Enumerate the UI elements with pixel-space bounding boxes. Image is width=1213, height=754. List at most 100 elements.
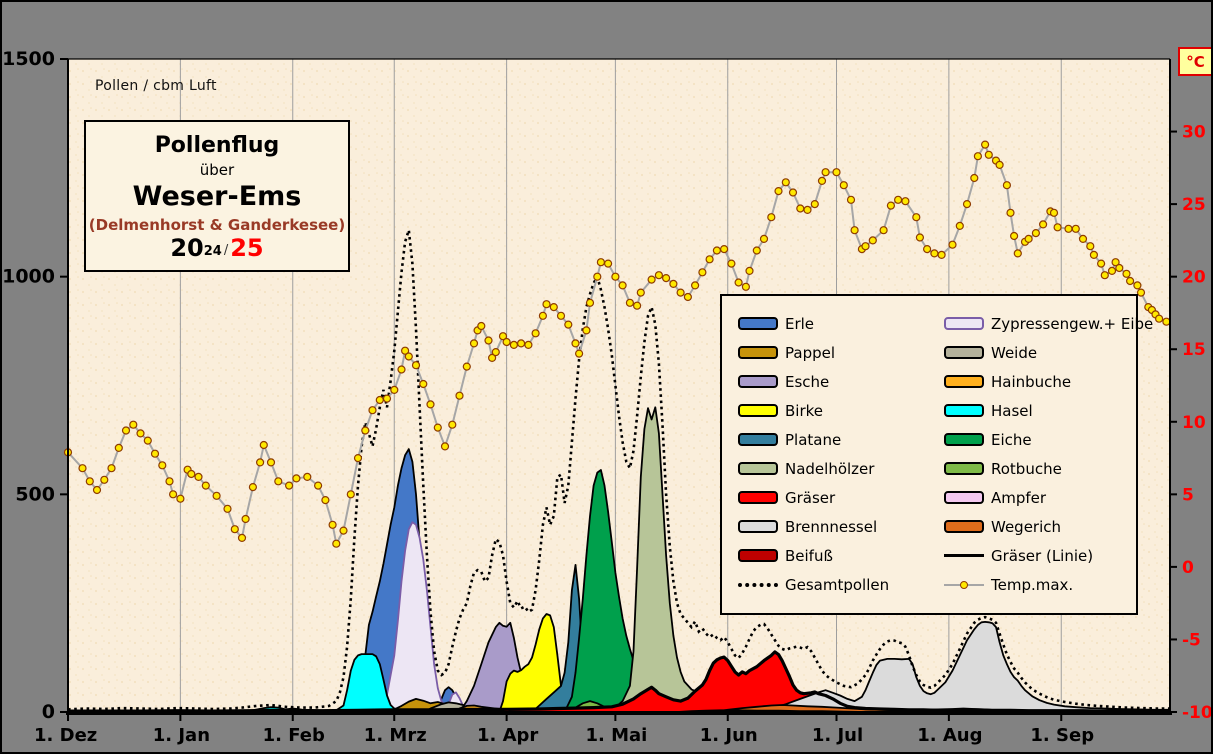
chart-title-box: Pollenflug über Weser-Ems (Delmenhorst &… xyxy=(84,120,350,272)
temp-marker xyxy=(165,477,174,486)
temp-marker xyxy=(886,201,896,210)
temp-marker xyxy=(1154,314,1164,323)
temp-marker xyxy=(303,472,312,481)
temp-marker xyxy=(237,533,247,543)
temp-marker xyxy=(136,429,145,438)
legend-label-ampfer: Ampfer xyxy=(991,488,1047,507)
legend-label-beifuss: Beifuß xyxy=(785,546,833,565)
temp-marker xyxy=(1024,234,1033,243)
temp-marker xyxy=(832,168,841,177)
title-line-region: Weser-Ems xyxy=(132,181,302,213)
title-line-pollenflug: Pollenflug xyxy=(154,133,280,159)
legend-label-gesamtpollen: Gesamtpollen xyxy=(785,575,890,594)
legend-item-hainbuche: Hainbuche xyxy=(944,367,1140,396)
celsius-axis-badge: °C xyxy=(1178,47,1211,76)
temp-marker xyxy=(346,490,355,499)
temp-marker xyxy=(752,246,761,255)
temp-marker xyxy=(194,472,203,481)
temp-marker xyxy=(1107,266,1117,275)
title-year-current: 25 xyxy=(230,233,264,262)
legend-item-ampfer: Ampfer xyxy=(944,483,1140,512)
legend-swatch-ampfer xyxy=(944,491,984,504)
legend-item-hasel: Hasel xyxy=(944,396,1140,425)
y-right-tick-label: 0 xyxy=(1182,558,1194,578)
temp-marker xyxy=(368,406,377,415)
series-area-platane xyxy=(532,564,616,712)
temp-marker xyxy=(524,340,533,349)
temp-marker xyxy=(169,490,178,499)
temp-marker xyxy=(705,255,714,264)
temp-marker xyxy=(509,340,518,349)
temp-marker xyxy=(292,474,301,483)
temp-marker xyxy=(419,379,428,389)
temp-marker xyxy=(433,423,442,432)
temp-marker xyxy=(912,213,921,222)
temp-marker xyxy=(1125,276,1135,286)
legend-item-pappel: Pappel xyxy=(738,338,944,367)
legend-swatch-platane xyxy=(738,433,778,446)
temp-marker xyxy=(915,233,925,242)
y-left-tick-label: 1500 xyxy=(2,48,55,70)
temp-marker xyxy=(549,303,558,312)
y-axis-unit-label: Pollen / cbm Luft xyxy=(95,78,217,94)
temp-marker xyxy=(1078,234,1088,243)
title-year: 20 24 / 25 xyxy=(170,236,263,260)
legend-label-graeser: Gräser xyxy=(785,488,836,507)
temp-marker xyxy=(121,426,131,435)
legend-swatch-wegerich xyxy=(944,520,984,533)
temp-marker xyxy=(767,213,776,222)
temp-marker xyxy=(625,298,635,307)
temp-marker xyxy=(973,152,983,161)
legend-label-wegerich: Wegerich xyxy=(991,517,1062,536)
temp-marker xyxy=(1086,242,1095,251)
legend-swatch-erle xyxy=(738,317,778,330)
y-right-tick-label: 5 xyxy=(1182,485,1194,505)
temp-marker xyxy=(455,391,464,400)
temp-marker xyxy=(129,420,138,429)
temp-marker xyxy=(223,504,232,513)
temp-marker xyxy=(564,320,573,329)
legend-swatch-hasel xyxy=(944,404,984,417)
temp-marker xyxy=(375,395,384,405)
temp-marker xyxy=(1096,259,1106,268)
temp-marker xyxy=(314,481,323,490)
temp-marker xyxy=(114,443,123,452)
legend-swatch-temp_max xyxy=(944,578,984,591)
y-right-tick-label: -10 xyxy=(1182,703,1213,723)
legend-swatch-eiche xyxy=(944,433,984,446)
temp-marker xyxy=(995,160,1004,169)
legend-label-zypressen: Zypressengew.+ Eibe xyxy=(991,314,1154,333)
temp-marker xyxy=(353,454,363,463)
temp-marker xyxy=(980,140,990,149)
temp-marker xyxy=(241,514,250,524)
legend-label-esche: Esche xyxy=(785,372,830,391)
temp-marker xyxy=(488,353,497,362)
series-area-brennnessel xyxy=(756,621,1170,712)
x-tick-label: 1. Jul xyxy=(812,725,863,746)
temp-marker xyxy=(955,221,964,230)
temp-marker xyxy=(1115,263,1124,273)
temp-marker xyxy=(745,266,754,275)
legend-item-birke: Birke xyxy=(738,396,944,425)
temp-marker xyxy=(230,525,239,534)
y-right-tick-label: 25 xyxy=(1182,195,1206,215)
legend-swatch-pappel xyxy=(738,346,778,359)
title-year-century: 20 xyxy=(170,233,204,262)
temp-marker xyxy=(256,458,265,467)
title-year-sub: 24 xyxy=(203,243,222,259)
temp-marker xyxy=(1136,288,1146,297)
legend-label-hainbuche: Hainbuche xyxy=(991,372,1072,391)
legend-label-pappel: Pappel xyxy=(785,343,836,362)
legend-item-nadelhoelzer: Nadelhölzer xyxy=(738,454,944,483)
temp-marker xyxy=(654,271,664,280)
series-dotted-gesamtpollen xyxy=(67,229,1170,711)
temp-marker xyxy=(759,234,769,243)
legend-item-graeser_linie: Gräser (Linie) xyxy=(944,541,1140,570)
legend-item-platane: Platane xyxy=(738,425,944,454)
temp-marker xyxy=(531,329,540,338)
temp-marker xyxy=(542,300,551,309)
temp-marker xyxy=(259,440,268,450)
temp-marker xyxy=(426,400,435,409)
dotted-line-icon xyxy=(738,582,778,587)
